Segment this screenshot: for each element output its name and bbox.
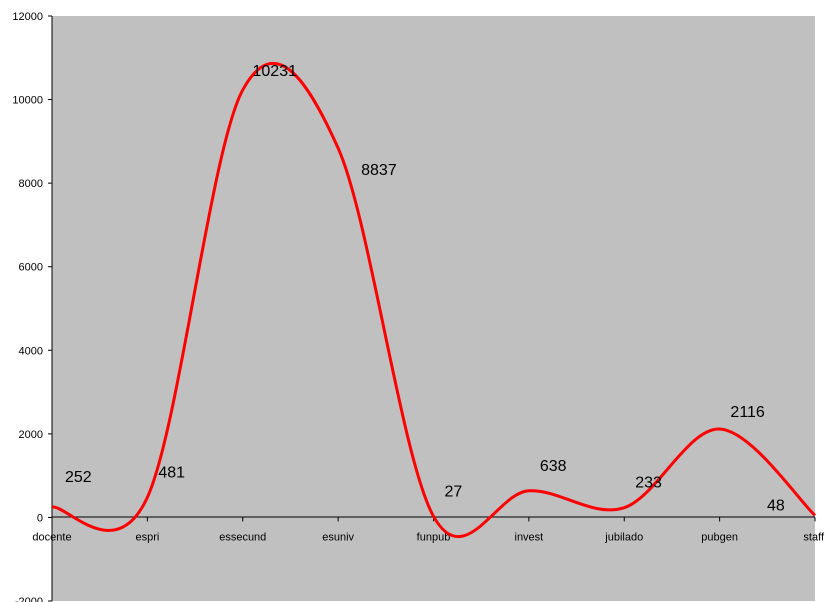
y-tick-label: 8000 xyxy=(19,178,43,190)
x-tick-label: staff xyxy=(803,531,825,543)
y-axis-ticks: -2000 0 2000 4000 6000 8000 10000 12000 xyxy=(12,11,52,602)
plot-area xyxy=(52,16,815,601)
series-line xyxy=(51,61,817,538)
x-tick-label: esuniv xyxy=(322,531,354,543)
y-tick-label: 10000 xyxy=(12,95,43,107)
data-label: 10231 xyxy=(253,63,298,80)
y-tick-label: 12000 xyxy=(12,11,43,23)
x-axis-ticks: docente espri essecund esuniv funpub invest ju… xyxy=(32,517,825,543)
data-label: 252 xyxy=(65,469,92,486)
x-tick-label: funpub xyxy=(417,531,451,543)
data-labels: 252 481 10231 8837 27 638 233 2116 48 xyxy=(65,63,785,515)
data-label: 233 xyxy=(635,475,662,492)
x-tick-label: docente xyxy=(32,531,71,543)
data-label: 27 xyxy=(445,483,463,500)
data-label: 481 xyxy=(158,464,185,481)
data-label: 2116 xyxy=(730,404,765,421)
y-tick-label: 6000 xyxy=(19,262,43,274)
x-tick-label: essecund xyxy=(219,531,266,543)
data-label: 638 xyxy=(540,458,567,475)
y-tick-label: 2000 xyxy=(19,429,43,441)
data-label: 8837 xyxy=(361,162,397,179)
y-tick-label: 0 xyxy=(37,512,43,524)
y-tick-label: -2000 xyxy=(15,596,43,602)
y-tick-label: 4000 xyxy=(19,345,43,357)
data-label: 48 xyxy=(767,497,785,514)
x-tick-label: pubgen xyxy=(701,531,738,543)
x-tick-label: invest xyxy=(515,531,544,543)
x-tick-label: espri xyxy=(135,531,159,543)
x-tick-label: jubilado xyxy=(604,531,643,543)
